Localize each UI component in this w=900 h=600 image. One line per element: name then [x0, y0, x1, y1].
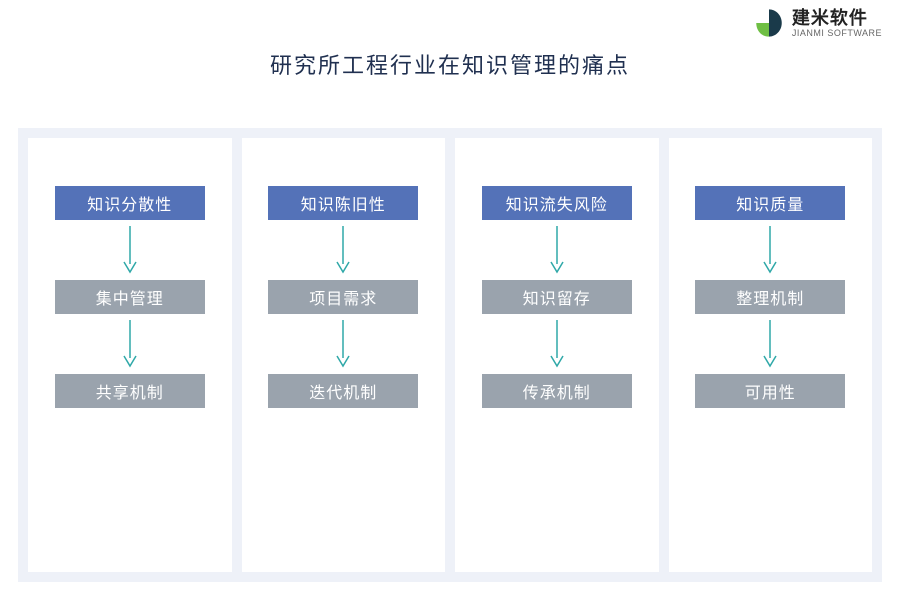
arrow-icon: [121, 314, 139, 374]
diagram-container: 知识分散性 集中管理 共享机制 知识陈旧性 项目需求 迭代机制 知识流失风险 知…: [18, 128, 882, 582]
col4-mid: 整理机制: [695, 280, 845, 314]
logo-icon: [752, 6, 786, 40]
col2-header: 知识陈旧性: [268, 186, 418, 220]
col4-bottom: 可用性: [695, 374, 845, 408]
col3-header: 知识流失风险: [482, 186, 632, 220]
col3-bottom: 传承机制: [482, 374, 632, 408]
arrow-icon: [121, 220, 139, 280]
logo-text-cn: 建米软件: [792, 9, 882, 27]
col1-bottom: 共享机制: [55, 374, 205, 408]
arrow-icon: [334, 314, 352, 374]
column-3: 知识流失风险 知识留存 传承机制: [455, 138, 659, 572]
arrow-icon: [548, 314, 566, 374]
arrow-icon: [548, 220, 566, 280]
arrow-icon: [334, 220, 352, 280]
logo-text-en: JIANMI SOFTWARE: [792, 29, 882, 38]
col1-mid: 集中管理: [55, 280, 205, 314]
brand-logo: 建米软件 JIANMI SOFTWARE: [752, 6, 882, 40]
col2-bottom: 迭代机制: [268, 374, 418, 408]
col4-header: 知识质量: [695, 186, 845, 220]
column-1: 知识分散性 集中管理 共享机制: [28, 138, 232, 572]
column-4: 知识质量 整理机制 可用性: [669, 138, 873, 572]
arrow-icon: [761, 314, 779, 374]
col2-mid: 项目需求: [268, 280, 418, 314]
col1-header: 知识分散性: [55, 186, 205, 220]
column-2: 知识陈旧性 项目需求 迭代机制: [242, 138, 446, 572]
arrow-icon: [761, 220, 779, 280]
col3-mid: 知识留存: [482, 280, 632, 314]
